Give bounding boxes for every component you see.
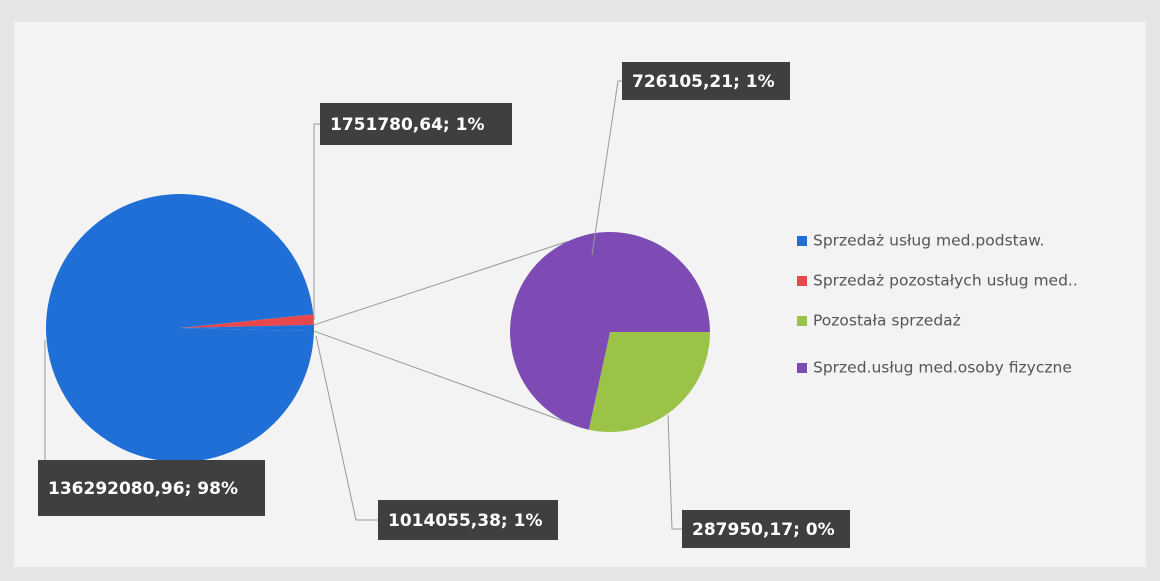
connector [313, 330, 568, 424]
leader-line [315, 335, 378, 521]
legend-swatch [797, 236, 807, 246]
legend-swatch [797, 316, 807, 326]
label-box [622, 62, 790, 100]
connector [313, 240, 568, 326]
legend-label: Sprzedaż usług med.podstaw. [813, 232, 1044, 250]
label-box [682, 510, 850, 548]
label-box [320, 103, 512, 145]
leader-line [591, 80, 622, 256]
leader-line [667, 414, 682, 530]
data-label: 287950,17; 0% [692, 520, 835, 540]
data-label: 1014055,38; 1% [388, 511, 543, 531]
label-box [378, 500, 558, 540]
legend-label: Sprzedaż pozostałych usług med.. [813, 272, 1078, 290]
pie-slice [180, 314, 314, 328]
pie-slice [588, 332, 710, 432]
data-label: 1751780,64; 1% [330, 115, 485, 135]
legend-swatch [797, 363, 807, 373]
legend-label: Sprzed.usług med.osoby fizyczne [813, 359, 1072, 377]
label-box [38, 460, 265, 516]
data-label: 136292080,96; 98% [48, 479, 238, 499]
pie-slice [45, 193, 314, 462]
leader-line [313, 123, 320, 320]
pie-slice [510, 232, 710, 430]
legend-label: Pozostała sprzedaż [813, 312, 961, 330]
data-label: 726105,21; 1% [632, 72, 775, 92]
pie-slice [180, 324, 314, 332]
legend-swatch [797, 276, 807, 286]
